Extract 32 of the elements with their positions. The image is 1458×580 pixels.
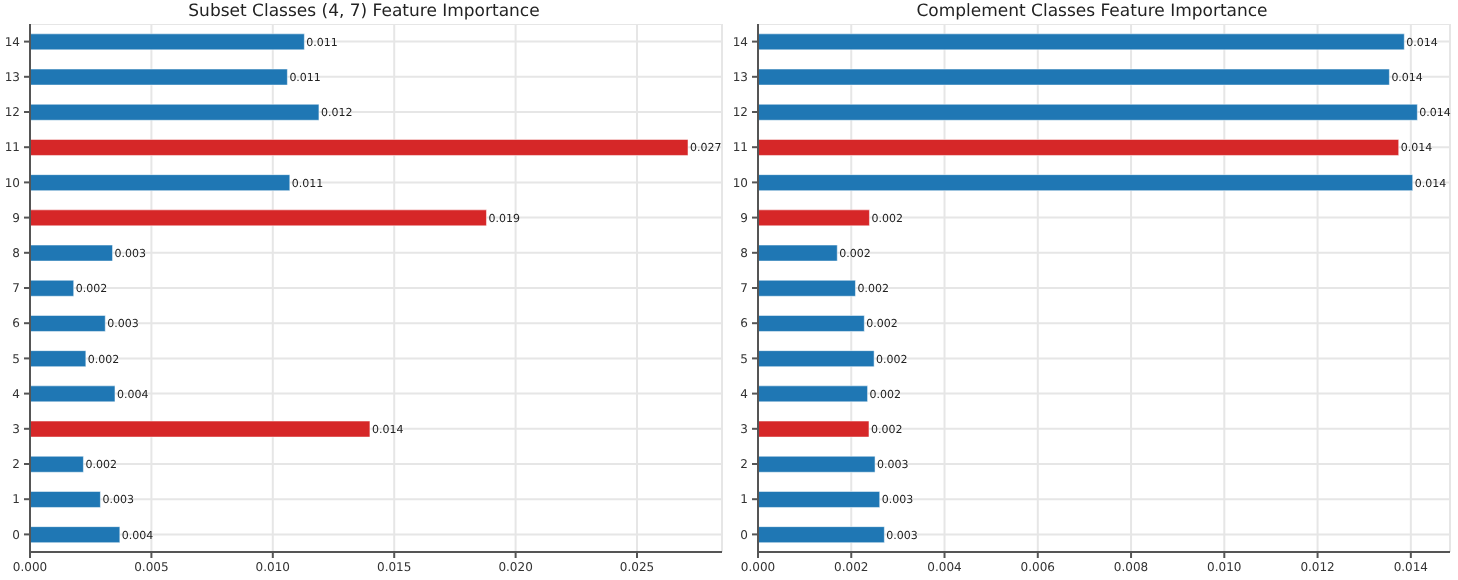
- bar: [30, 138, 689, 156]
- bar: [30, 420, 371, 438]
- bar: [758, 314, 865, 332]
- bar: [758, 455, 876, 473]
- bar: [758, 526, 885, 544]
- bar: [30, 350, 87, 368]
- bar: [30, 244, 114, 262]
- bar: [758, 174, 1414, 192]
- bar: [758, 279, 856, 297]
- bar: [758, 33, 1405, 51]
- bar: [30, 314, 106, 332]
- bar: [758, 420, 870, 438]
- chart-title: Complement Classes Feature Importance: [914, 0, 1270, 24]
- bar: [758, 490, 881, 508]
- bar: [758, 138, 1400, 156]
- bar: [30, 526, 121, 544]
- bar: [30, 385, 116, 403]
- bar: [758, 385, 869, 403]
- bar: [30, 33, 305, 51]
- bar: [758, 103, 1418, 121]
- bar: [758, 244, 838, 262]
- bar: [30, 103, 320, 121]
- bar: [758, 350, 875, 368]
- chart-title: Subset Classes (4, 7) Feature Importance: [186, 0, 542, 24]
- bar: [758, 209, 870, 227]
- bar: [30, 174, 291, 192]
- bar: [30, 68, 288, 86]
- bar: [758, 68, 1390, 86]
- bar: [30, 279, 75, 297]
- bar: [30, 490, 101, 508]
- bar: [30, 455, 84, 473]
- bar: [30, 209, 487, 227]
